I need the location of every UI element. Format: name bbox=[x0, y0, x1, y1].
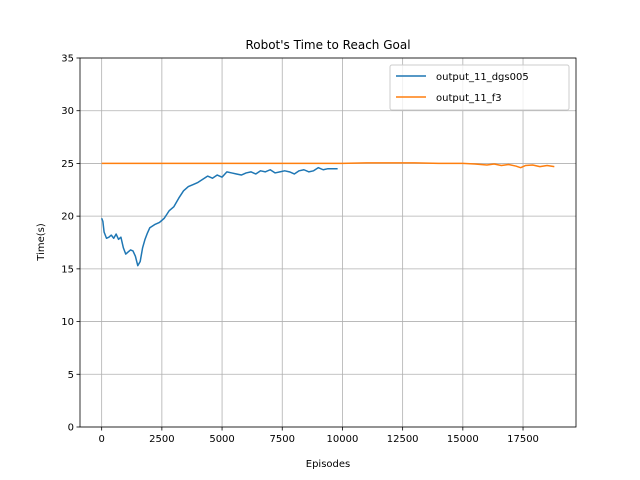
series-line-output-11-f3 bbox=[101, 162, 555, 169]
legend-label-output-11-dgs005: output_11_dgs005 bbox=[436, 72, 529, 83]
y-tick-label: 20 bbox=[61, 212, 74, 223]
plot-area bbox=[80, 58, 576, 427]
axes-frame bbox=[79, 57, 577, 428]
x-tick-label: 10000 bbox=[327, 434, 359, 445]
y-tick-label: 35 bbox=[61, 54, 74, 65]
x-axis-label: Episodes bbox=[306, 459, 350, 470]
x-tick-label: 12500 bbox=[387, 434, 419, 445]
x-tick-label: 0 bbox=[98, 434, 104, 445]
series-lines bbox=[100, 162, 555, 267]
x-tick-label: 2500 bbox=[149, 434, 174, 445]
y-tick-label: 5 bbox=[68, 370, 74, 381]
y-tick-label: 10 bbox=[61, 317, 74, 328]
series-line-output-11-dgs005 bbox=[100, 166, 338, 267]
x-tick-label: 15000 bbox=[447, 434, 479, 445]
y-tick-label: 30 bbox=[61, 106, 74, 117]
x-tick-label: 7500 bbox=[270, 434, 295, 445]
y-tick-label: 0 bbox=[68, 423, 74, 434]
x-tick-label: 5000 bbox=[209, 434, 234, 445]
chart-title: Robot's Time to Reach Goal bbox=[245, 38, 410, 52]
x-tick-label: 17500 bbox=[507, 434, 539, 445]
y-tick-label: 15 bbox=[61, 264, 74, 275]
x-axis-ticks: 0 2500 5000 7500 10000 12500 15000 17500 bbox=[98, 427, 539, 445]
legend-label-output-11-f3: output_11_f3 bbox=[436, 93, 502, 104]
legend: output_11_dgs005 output_11_f3 bbox=[389, 64, 570, 111]
y-axis-label: Time(s) bbox=[36, 223, 47, 262]
legend-box bbox=[389, 64, 570, 111]
y-tick-label: 25 bbox=[61, 159, 74, 170]
y-axis-ticks: 0 5 10 15 20 25 30 35 bbox=[61, 54, 80, 434]
